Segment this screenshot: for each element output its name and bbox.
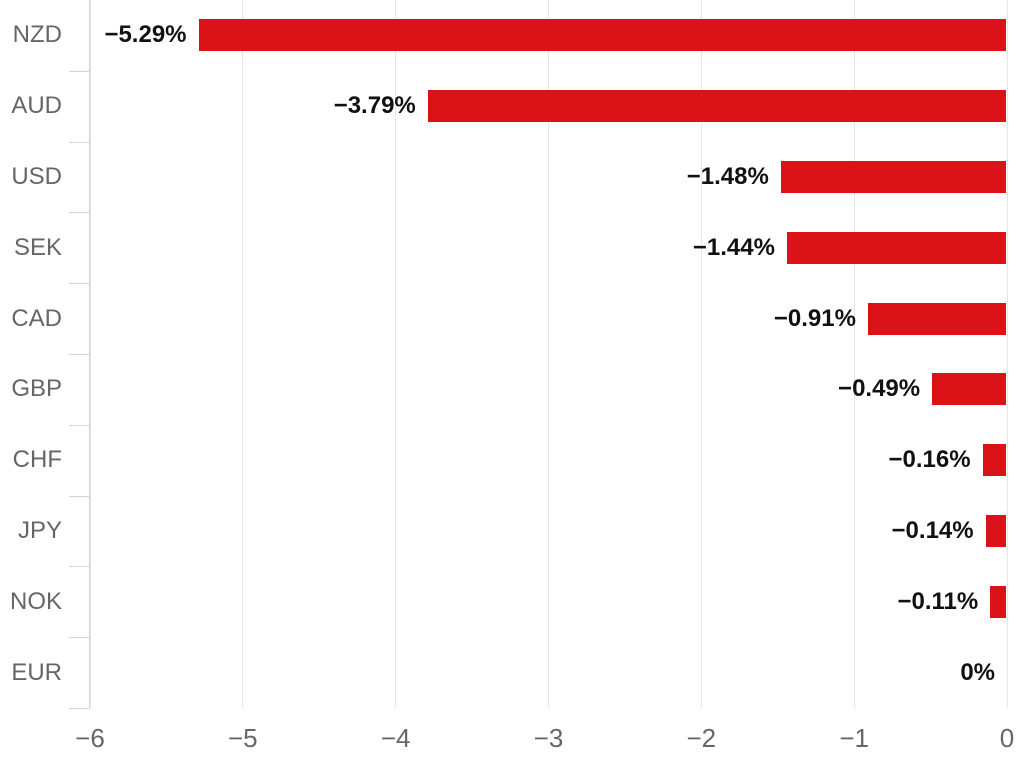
value-label-sek: −1.44% [692,233,775,261]
category-label-usd: USD [11,163,62,190]
value-label-nok: −0.11% [897,587,979,615]
y-axis-tick [69,566,89,568]
value-label-chf: −0.16% [888,446,971,474]
y-axis-tick [69,637,89,639]
category-label-gbp: GBP [11,375,62,403]
y-axis-tick [69,354,89,355]
value-label-aud: −3.79% [333,92,416,120]
gridline--5 [242,0,244,708]
y-axis-tick [69,141,89,143]
value-label-cad: −0.91% [773,304,856,332]
x-tick-label--3: −3 [533,723,564,753]
y-axis-tick [69,424,89,426]
value-label-gbp: −0.49% [838,375,921,403]
category-label-eur: EUR [11,658,62,686]
bar-cad [867,302,1006,335]
category-label-chf: CHF [12,446,62,474]
gridline--2 [700,0,702,708]
value-label-nzd: −5.29% [104,21,187,49]
value-label-jpy: −0.14% [891,517,974,544]
y-axis-tick [69,212,89,214]
gridline-0 [1006,0,1008,708]
bar-nok [990,585,1006,618]
category-label-nzd: NZD [12,21,62,49]
x-tick-label--1: −1 [839,723,869,753]
category-label-nok: NOK [9,587,62,615]
bar-chf [982,444,1006,477]
y-axis-tick [69,70,89,72]
x-tick-label-0: 0 [999,723,1015,753]
x-tick-label--2: −2 [686,723,717,753]
gridline--1 [853,0,855,708]
x-tick-label--4: −4 [380,723,411,753]
bar-nzd [198,19,1006,52]
category-label-jpy: JPY [17,517,62,544]
bar-usd [780,161,1006,193]
bar-jpy [985,515,1006,547]
category-label-sek: SEK [13,233,62,261]
y-axis-tick [69,283,89,285]
bar-sek [786,231,1006,264]
category-label-cad: CAD [11,304,62,332]
gridline--6 [89,0,91,708]
y-axis-tick [69,495,89,497]
bar-aud [427,90,1006,123]
x-tick-label--6: −6 [75,723,105,753]
gridline--4 [395,0,397,708]
y-axis-tick [69,708,89,709]
gridline--3 [548,0,549,708]
bar-gbp [932,373,1006,406]
value-label-usd: −1.48% [686,163,769,190]
value-label-eur: 0% [960,658,995,686]
category-label-aud: AUD [11,92,62,120]
y-axis-line [89,0,90,708]
x-tick-label--5: −5 [228,723,258,753]
